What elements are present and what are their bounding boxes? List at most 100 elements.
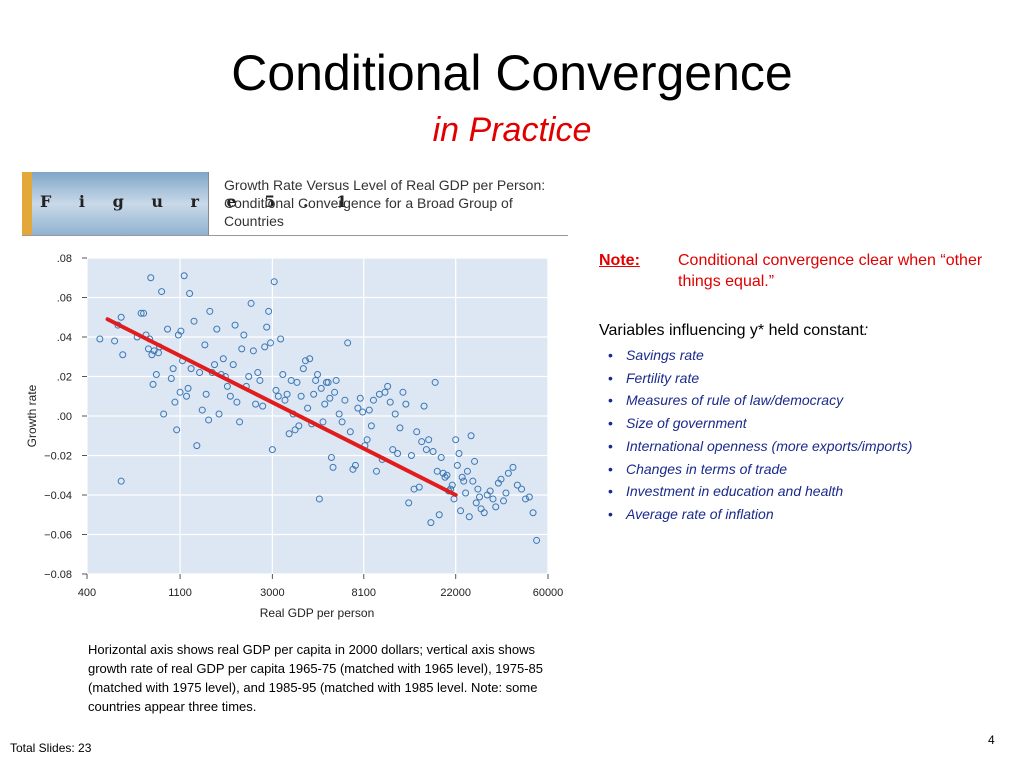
data-point	[283, 390, 291, 398]
data-point	[452, 436, 460, 444]
data-point	[117, 313, 125, 321]
variable-item: • Fertility rate	[608, 367, 912, 390]
data-point	[252, 400, 260, 408]
x-tick-label: 1100	[168, 587, 192, 599]
data-point	[306, 355, 314, 363]
x-tick-label: 3000	[260, 587, 284, 599]
data-point	[396, 424, 404, 432]
bullet-icon: •	[608, 483, 613, 500]
data-point	[533, 536, 541, 544]
scatter-chart: .08 .06 .04 .02 .00 −0.02 −0.04 −0.06 −0.08 400 1…	[25, 253, 564, 620]
x-tick-label: 400	[78, 587, 96, 599]
data-point	[167, 374, 175, 382]
data-point	[211, 361, 219, 369]
data-point	[223, 382, 231, 390]
data-point	[437, 453, 445, 461]
data-point	[171, 398, 179, 406]
x-tick-label: 22000	[440, 587, 471, 599]
data-point	[158, 288, 166, 296]
data-point	[500, 497, 508, 505]
page-number: 4	[988, 733, 995, 747]
data-point	[486, 487, 494, 495]
x-tick-label: 60000	[533, 587, 564, 599]
data-point	[297, 392, 305, 400]
data-point	[369, 396, 377, 404]
data-point	[324, 378, 332, 386]
data-point	[415, 483, 423, 491]
data-point	[443, 471, 451, 479]
data-point	[148, 351, 156, 359]
data-point	[497, 475, 505, 483]
data-point	[205, 416, 213, 424]
variable-item: • Average rate of inflation	[608, 503, 912, 526]
data-point	[236, 418, 244, 426]
variable-text: Savings rate	[626, 347, 704, 363]
data-point	[471, 457, 479, 465]
data-point	[402, 400, 410, 408]
figure-divider	[208, 172, 209, 236]
data-point	[245, 373, 253, 380]
data-point	[351, 461, 359, 469]
variable-item: • Measures of rule of law/democracy	[608, 389, 912, 412]
data-point	[429, 448, 437, 456]
data-point	[184, 384, 192, 392]
data-point	[413, 428, 421, 436]
bullet-icon: •	[608, 505, 613, 522]
data-point	[365, 406, 373, 414]
data-point	[467, 432, 475, 440]
data-point	[381, 388, 389, 396]
data-point	[439, 469, 447, 477]
data-point	[332, 376, 340, 384]
data-point	[249, 347, 257, 355]
data-point	[463, 467, 471, 475]
data-point	[341, 396, 349, 404]
data-point	[331, 388, 339, 396]
variable-text: International openness (more exports/imp…	[626, 437, 913, 454]
bullet-icon: •	[608, 392, 613, 409]
data-point	[314, 371, 322, 379]
data-point	[458, 473, 466, 481]
data-point	[202, 390, 210, 398]
bullet-icon: •	[608, 437, 613, 454]
data-point	[469, 477, 477, 485]
variable-item: • Changes in terms of trade	[608, 458, 912, 481]
data-point	[190, 317, 198, 325]
y-axis-title: Growth rate	[25, 384, 39, 447]
data-points	[96, 272, 541, 544]
data-point	[489, 495, 497, 503]
data-point	[233, 398, 241, 406]
data-point	[291, 426, 299, 434]
data-point	[281, 396, 289, 404]
data-point	[453, 461, 461, 469]
data-point	[111, 337, 119, 345]
data-point	[465, 513, 473, 521]
note-label-text: Note	[599, 252, 635, 269]
data-point	[268, 446, 276, 454]
data-point	[405, 499, 413, 507]
data-point	[407, 452, 415, 459]
data-point	[433, 467, 441, 475]
x-tick-label: 8100	[352, 587, 376, 599]
data-point	[335, 410, 343, 418]
data-point	[137, 309, 145, 317]
data-point	[299, 365, 307, 373]
data-point	[315, 495, 323, 503]
data-point	[96, 335, 104, 343]
slide-title: Conditional Convergence	[231, 45, 793, 101]
figure-banner: F i g u r e 5 . 1 Growth Rate Versus Lev…	[22, 172, 568, 236]
data-point	[327, 453, 335, 461]
data-point	[219, 355, 227, 363]
variables-heading: Variables influencing y* held constant:	[599, 320, 868, 342]
data-point	[177, 327, 185, 335]
data-point	[173, 426, 181, 434]
data-point	[329, 463, 337, 471]
data-point	[525, 493, 533, 501]
data-point	[522, 495, 530, 503]
data-point	[270, 278, 278, 286]
data-point	[285, 430, 293, 438]
data-point	[279, 371, 287, 379]
data-point	[140, 309, 148, 317]
grid-lines	[86, 257, 549, 575]
data-point	[240, 331, 248, 339]
data-point	[183, 392, 191, 400]
